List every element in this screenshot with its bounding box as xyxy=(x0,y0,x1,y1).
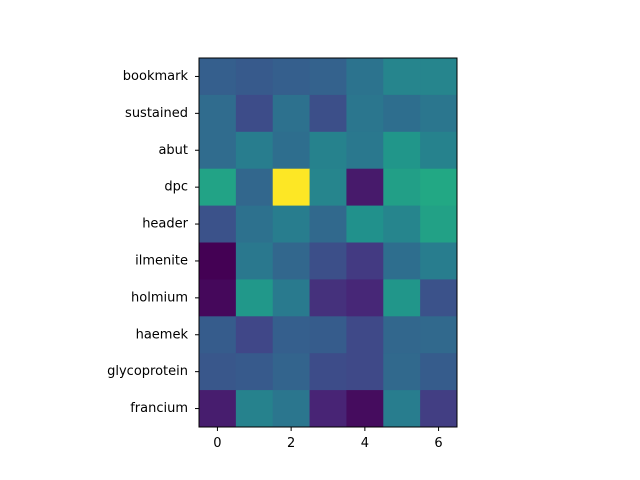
x-tick-label: 2 xyxy=(287,436,295,451)
heatmap-cell xyxy=(309,353,347,391)
heatmap-cell xyxy=(420,390,458,428)
heatmap-cell xyxy=(235,242,274,280)
heatmap-cell xyxy=(272,279,311,317)
y-tick-label: abut xyxy=(158,143,188,158)
heatmap-cell xyxy=(309,242,347,280)
heatmap-cell xyxy=(235,131,274,170)
heatmap-cell xyxy=(346,168,384,207)
heatmap-cell xyxy=(309,279,347,317)
heatmap-cell xyxy=(383,279,421,317)
heatmap-cell xyxy=(272,242,311,280)
heatmap-cell xyxy=(309,131,347,170)
heatmap-cell xyxy=(199,316,237,354)
heatmap-cell xyxy=(309,316,347,354)
heatmap-cell xyxy=(309,58,347,96)
heatmap-cell xyxy=(346,242,384,280)
heatmap-cell xyxy=(199,390,237,428)
heatmap-cell xyxy=(235,316,274,354)
heatmap-cell xyxy=(309,94,347,133)
heatmap-cell xyxy=(235,58,274,96)
heatmap-cell xyxy=(199,131,237,170)
y-tick-label: header xyxy=(142,217,188,232)
heatmap-cell xyxy=(272,390,311,428)
heatmap-cell xyxy=(420,353,458,391)
heatmap-cell xyxy=(272,131,311,170)
heatmap-cell xyxy=(420,242,458,280)
y-tick-label: holmium xyxy=(131,290,188,305)
heatmap-cell xyxy=(272,205,311,243)
heatmap-cell xyxy=(199,353,237,391)
heatmap-cell xyxy=(346,353,384,391)
heatmap-cell xyxy=(272,168,311,207)
x-tick-label: 0 xyxy=(213,436,221,451)
heatmap-cell xyxy=(309,205,347,243)
heatmap-cell xyxy=(383,205,421,243)
heatmap-cell xyxy=(199,94,237,133)
heatmap-cell xyxy=(383,390,421,428)
heatmap-cell xyxy=(346,131,384,170)
heatmap-cell xyxy=(383,168,421,207)
heatmap-cell xyxy=(272,316,311,354)
heatmap-cell xyxy=(420,205,458,243)
y-axis: bookmark sustained abut dpc header ilmenite ho… xyxy=(107,69,199,416)
heatmap-cell xyxy=(272,58,311,96)
heatmap-cell xyxy=(346,279,384,317)
y-tick-label: glycoprotein xyxy=(107,364,188,379)
heatmap-cell xyxy=(235,168,274,207)
heatmap-cell xyxy=(199,58,237,96)
heatmap-cell xyxy=(235,390,274,428)
heatmap-cell xyxy=(383,94,421,133)
heatmap-cell xyxy=(346,390,384,428)
heatmap-cell xyxy=(420,58,458,96)
x-axis: 0 2 4 6 xyxy=(213,427,443,451)
heatmap-cell xyxy=(420,279,458,317)
heatmap-cell xyxy=(272,94,311,133)
y-tick-label: bookmark xyxy=(123,69,189,84)
y-tick-label: ilmenite xyxy=(135,253,188,268)
heatmap-cells xyxy=(199,58,458,428)
heatmap-cell xyxy=(235,205,274,243)
heatmap-cell xyxy=(383,58,421,96)
heatmap-cell xyxy=(383,353,421,391)
heatmap-cell xyxy=(346,316,384,354)
heatmap-cell xyxy=(383,316,421,354)
x-tick-label: 4 xyxy=(361,436,369,451)
heatmap-cell xyxy=(309,168,347,207)
heatmap-cell xyxy=(383,131,421,170)
heatmap-cell xyxy=(199,242,237,280)
heatmap-cell xyxy=(199,205,237,243)
plot-frame xyxy=(198,57,458,428)
y-tick-label: sustained xyxy=(125,106,188,121)
y-tick-label: francium xyxy=(130,401,188,416)
heatmap-cell xyxy=(383,242,421,280)
heatmap-cell xyxy=(346,58,384,96)
heatmap-cell xyxy=(420,94,458,133)
heatmap-cell xyxy=(235,94,274,133)
heatmap-cell xyxy=(346,94,384,133)
y-tick-label: haemek xyxy=(136,327,189,342)
heatmap-cell xyxy=(346,205,384,243)
heatmap-cell xyxy=(235,353,274,391)
heatmap-cell xyxy=(420,168,458,207)
heatmap-cell xyxy=(199,279,237,317)
heatmap-cell xyxy=(235,279,274,317)
heatmap-cell xyxy=(272,353,311,391)
x-tick-label: 6 xyxy=(434,436,442,451)
heatmap-cell xyxy=(309,390,347,428)
y-tick-label: dpc xyxy=(164,180,188,195)
heatmap-cell xyxy=(199,168,237,207)
heatmap-cell xyxy=(420,131,458,170)
heatmap-cell xyxy=(420,316,458,354)
